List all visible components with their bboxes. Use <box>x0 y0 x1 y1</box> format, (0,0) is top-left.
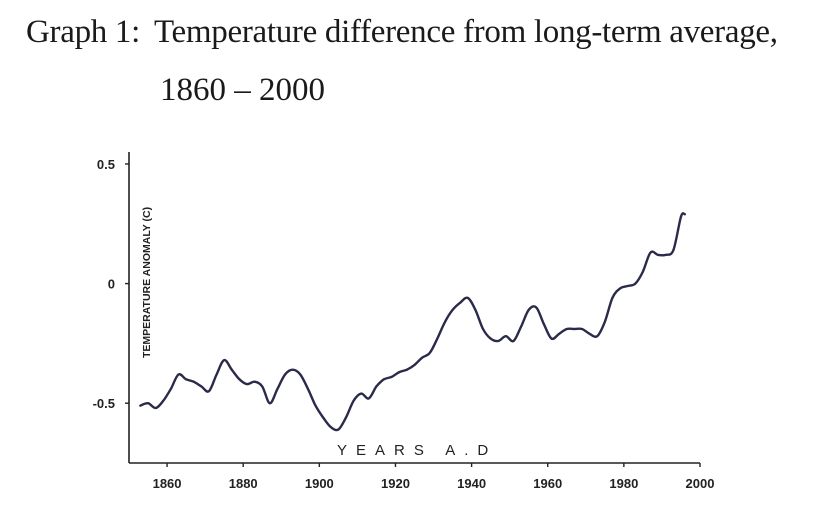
series-points <box>139 213 686 431</box>
data-point <box>383 378 385 381</box>
data-point <box>314 404 317 407</box>
data-point <box>436 337 439 340</box>
data-point <box>451 308 454 311</box>
data-point <box>657 253 660 256</box>
x-tick-label: 1960 <box>533 476 562 491</box>
data-point <box>162 399 165 402</box>
data-point <box>215 373 218 376</box>
chart-title: Graph 1: Temperature difference from long… <box>26 14 778 51</box>
data-point <box>641 270 644 273</box>
data-point <box>482 328 484 330</box>
data-point <box>276 387 279 390</box>
data-point <box>626 285 629 287</box>
data-point <box>299 373 302 376</box>
x-tick-label: 1940 <box>457 476 486 491</box>
chart-subtitle: 1860 – 2000 <box>160 72 325 108</box>
data-point <box>329 426 332 429</box>
data-point <box>504 335 507 338</box>
temperature-anomaly-line <box>139 212 686 432</box>
data-point <box>596 335 599 338</box>
data-point <box>291 368 294 371</box>
y-tick-label: 0.5 <box>97 157 115 172</box>
data-point <box>284 373 287 376</box>
y-tick-label: 0 <box>108 277 115 292</box>
x-axis-label: YEARS A.D <box>337 442 497 459</box>
data-point <box>489 337 492 340</box>
data-point <box>664 253 667 256</box>
data-point <box>261 385 264 388</box>
graph-number: Graph 1: <box>26 14 140 50</box>
data-point <box>428 352 431 354</box>
y-tick-label: -0.5 <box>93 396 115 411</box>
data-point <box>581 328 583 330</box>
x-tick-label: 2000 <box>686 476 715 491</box>
data-point <box>611 296 614 299</box>
x-tick-label: 1900 <box>305 476 334 491</box>
data-point <box>512 340 515 342</box>
data-point <box>565 328 568 330</box>
data-point <box>200 385 203 388</box>
data-point <box>352 399 355 402</box>
data-point <box>223 359 226 362</box>
x-tick-label: 1880 <box>229 476 258 491</box>
y-axis-ticks: 0.5 0 -0.5 <box>93 157 129 411</box>
data-point <box>306 387 309 390</box>
data-point <box>550 337 553 340</box>
data-point <box>680 215 682 218</box>
data-point <box>603 320 606 323</box>
x-tick-label: 1980 <box>609 476 638 491</box>
data-point <box>367 397 370 400</box>
data-point <box>390 375 393 378</box>
data-point <box>619 287 622 290</box>
data-point <box>405 368 408 371</box>
data-point <box>192 380 195 383</box>
data-point <box>634 282 637 285</box>
data-point <box>474 308 477 311</box>
data-point <box>139 404 142 407</box>
data-point <box>649 251 652 254</box>
data-point <box>337 428 340 431</box>
data-point <box>268 402 271 405</box>
data-point <box>558 332 561 335</box>
data-point <box>345 416 347 419</box>
data-point <box>398 371 401 374</box>
data-point <box>535 306 538 309</box>
data-point <box>413 363 416 366</box>
data-point <box>154 407 157 409</box>
data-point <box>185 378 188 381</box>
data-point <box>230 368 233 371</box>
data-point <box>466 296 469 299</box>
x-tick-label: 1920 <box>381 476 410 491</box>
data-point <box>459 301 462 304</box>
data-point <box>444 320 446 323</box>
data-point <box>421 356 424 359</box>
data-point <box>360 392 363 395</box>
data-point <box>375 385 378 388</box>
data-point <box>177 373 180 376</box>
data-point <box>542 323 545 326</box>
data-point <box>207 390 210 393</box>
data-point <box>527 308 530 311</box>
data-point <box>520 325 523 328</box>
graph-title-text: Temperature difference from long-term av… <box>154 14 778 50</box>
data-point <box>683 213 686 216</box>
data-point <box>246 383 248 386</box>
data-point <box>147 402 149 405</box>
data-point <box>169 387 172 390</box>
data-point <box>238 378 241 381</box>
x-axis-ticks: 1860 1880 1900 1920 1940 1960 1980 2000 <box>153 463 715 491</box>
x-tick-label: 1860 <box>153 476 182 491</box>
data-point <box>588 332 591 335</box>
data-point <box>253 380 256 383</box>
data-point <box>573 328 576 330</box>
data-point <box>497 340 500 342</box>
y-axis-label: TEMPERATURE ANOMALY (C) <box>141 207 153 358</box>
data-point <box>672 249 675 252</box>
data-point <box>322 416 325 419</box>
